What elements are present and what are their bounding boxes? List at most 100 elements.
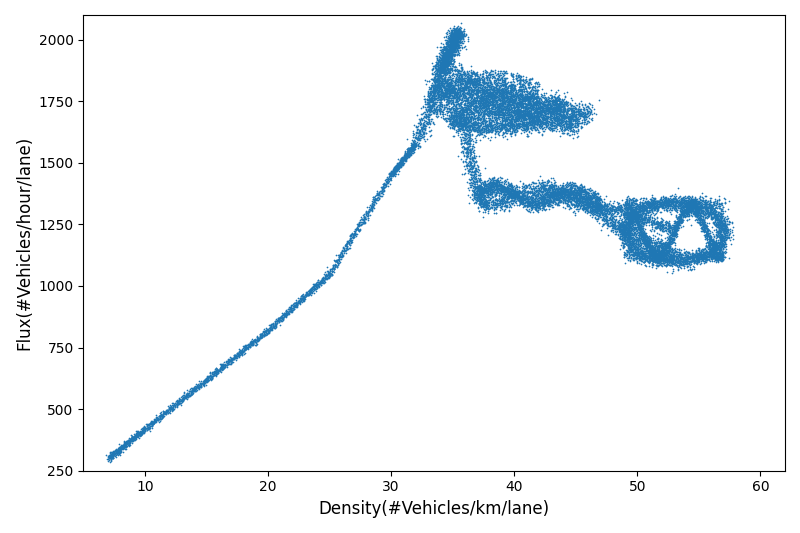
Point: [439, 70, 452, 79]
Point: [518, 112, 531, 120]
Point: [109, 450, 122, 458]
Point: [172, 399, 185, 407]
Point: [526, 121, 538, 130]
Point: [483, 119, 496, 127]
Point: [650, 221, 663, 230]
Point: [498, 102, 511, 111]
Point: [556, 112, 569, 121]
Point: [619, 204, 632, 212]
Point: [641, 239, 654, 248]
Point: [573, 192, 586, 201]
Point: [719, 231, 732, 240]
Point: [464, 98, 477, 107]
Point: [514, 104, 526, 113]
Point: [449, 89, 462, 98]
Point: [458, 117, 471, 125]
Point: [486, 178, 498, 187]
Point: [483, 188, 496, 196]
Point: [537, 119, 550, 128]
Point: [644, 250, 657, 259]
Point: [684, 201, 697, 209]
Point: [434, 80, 447, 88]
Point: [594, 206, 607, 215]
Point: [554, 107, 566, 115]
Point: [459, 168, 472, 177]
Point: [619, 220, 632, 229]
Point: [522, 201, 535, 209]
Point: [484, 71, 497, 79]
Point: [438, 55, 451, 64]
Point: [623, 216, 636, 224]
Point: [641, 201, 654, 209]
Point: [392, 163, 405, 172]
Point: [638, 252, 650, 260]
Point: [647, 253, 660, 261]
Point: [644, 243, 657, 251]
Point: [538, 195, 551, 204]
Point: [705, 240, 718, 248]
Point: [531, 118, 544, 127]
Point: [466, 164, 478, 172]
Point: [623, 215, 636, 224]
Point: [590, 196, 602, 204]
Point: [564, 181, 577, 190]
Point: [144, 420, 157, 429]
Point: [626, 222, 638, 230]
Point: [648, 253, 661, 262]
Point: [458, 31, 470, 40]
Point: [568, 187, 581, 195]
Point: [475, 85, 488, 94]
Point: [488, 94, 501, 102]
Point: [530, 202, 542, 211]
Point: [262, 325, 274, 334]
Point: [715, 210, 728, 219]
Point: [311, 282, 324, 290]
Point: [689, 204, 702, 213]
Point: [566, 200, 578, 208]
Point: [492, 112, 505, 120]
Point: [572, 107, 585, 116]
Point: [462, 123, 474, 131]
Point: [686, 249, 698, 258]
Point: [500, 183, 513, 191]
Point: [513, 96, 526, 105]
Point: [496, 101, 509, 110]
Point: [702, 243, 715, 252]
Point: [556, 128, 569, 137]
Point: [465, 93, 478, 101]
Point: [712, 218, 725, 227]
Point: [520, 188, 533, 197]
Point: [443, 52, 456, 60]
Point: [502, 95, 515, 103]
Point: [526, 111, 539, 120]
Point: [534, 98, 546, 107]
Point: [530, 195, 543, 203]
Point: [630, 213, 643, 221]
Point: [627, 225, 640, 233]
Point: [544, 108, 557, 116]
Point: [715, 237, 728, 246]
Point: [442, 80, 455, 88]
Point: [112, 446, 125, 455]
Point: [482, 91, 494, 100]
Point: [446, 41, 459, 50]
Point: [424, 95, 437, 103]
Point: [149, 416, 162, 425]
Point: [692, 254, 705, 263]
Point: [669, 206, 682, 215]
Point: [648, 240, 661, 248]
Point: [556, 102, 569, 111]
Point: [162, 408, 174, 417]
Point: [670, 204, 682, 212]
Point: [444, 49, 457, 58]
Point: [537, 109, 550, 117]
Point: [686, 203, 698, 212]
Point: [362, 203, 375, 211]
Point: [641, 216, 654, 225]
Point: [714, 221, 726, 229]
Point: [575, 182, 588, 191]
Point: [573, 100, 586, 108]
Point: [460, 110, 473, 119]
Point: [533, 100, 546, 108]
Point: [626, 252, 639, 260]
